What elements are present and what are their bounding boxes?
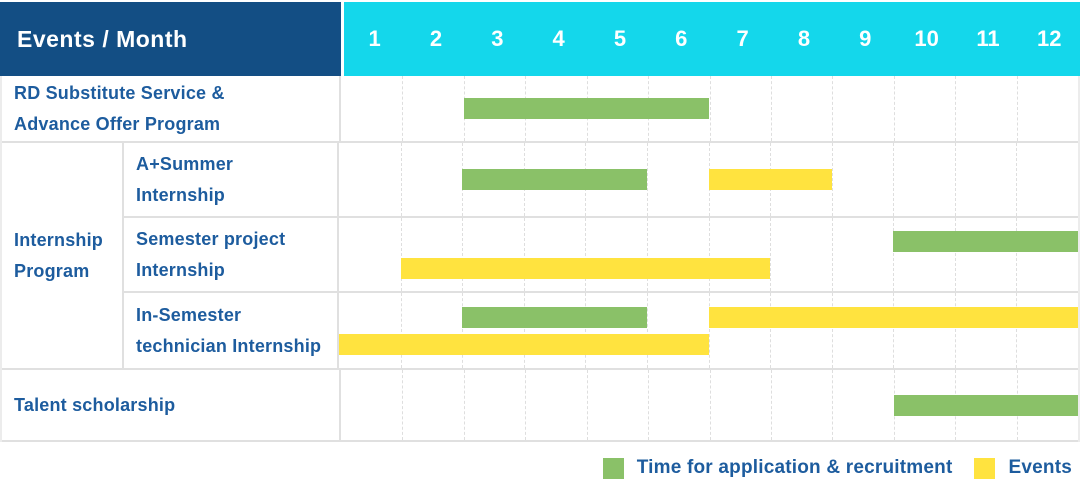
row-group-internship-program: Internship Program A+Summer Internship Sem… (2, 143, 1078, 370)
month-gridline (402, 370, 404, 440)
gantt-bar-application (893, 394, 1078, 416)
month-gridline (770, 218, 772, 291)
row-label: RD Substitute Service & Advance Offer Pr… (2, 76, 341, 141)
row-label: Talent scholarship (2, 370, 341, 440)
events-month-header-cell: Events / Month (0, 2, 341, 76)
month-label: 8 (797, 26, 811, 51)
group-label: Internship Program (2, 143, 124, 368)
gantt-bar-events (339, 333, 709, 355)
month-gridline (586, 370, 588, 440)
legend-label: Time for application & recruitment (636, 457, 953, 478)
legend-swatch-yellow (974, 457, 996, 479)
month-gridline (954, 143, 956, 216)
gantt-chart-area (339, 218, 1078, 291)
legend-item-application: Time for application & recruitment (602, 457, 953, 479)
month-gridline (523, 218, 525, 291)
month-label: 6 (675, 26, 688, 51)
gantt-row: Talent scholarship (2, 370, 1078, 442)
month-gridline (1016, 143, 1018, 216)
month-label: 3 (491, 26, 504, 51)
month-gridline (770, 370, 772, 440)
group-rows: A+Summer Internship Semester project Inte… (124, 143, 1078, 368)
month-gridline (402, 76, 404, 141)
month-gridline (1016, 293, 1018, 368)
month-label: 11 (976, 26, 1000, 51)
month-gridline (832, 76, 834, 141)
gantt-bar-application (893, 230, 1078, 252)
month-gridline (770, 293, 772, 368)
month-gridline (832, 370, 834, 440)
gantt-row: Semester project Internship (124, 218, 1078, 293)
month-gridline (585, 293, 587, 368)
month-gridline (462, 293, 464, 368)
month-gridline (893, 293, 895, 368)
gantt-bar-events (708, 306, 1078, 328)
month-gridline (831, 293, 833, 368)
table-header: Events / Month 1 2 3 4 5 6 7 8 9 10 11 12 (0, 2, 1080, 76)
gantt-chart-area (339, 143, 1078, 216)
month-label: 9 (859, 26, 872, 51)
legend-item-events: Events (974, 457, 1072, 479)
row-label: A+Summer Internship (124, 143, 339, 216)
month-gridline (893, 218, 895, 291)
month-gridline (954, 293, 956, 368)
gantt-bar-events (400, 257, 771, 279)
month-gridline (709, 370, 711, 440)
month-label: 2 (429, 26, 443, 51)
month-label: 7 (736, 26, 749, 51)
gantt-bar-events (708, 169, 832, 190)
gantt-row: RD Substitute Service & Advance Offer Pr… (2, 76, 1078, 143)
gantt-bar-application (462, 306, 647, 328)
month-gridline (585, 218, 587, 291)
row-label: Semester project Internship (124, 218, 339, 291)
chart-legend: Time for application & recruitment Events (0, 442, 1080, 494)
month-gridline (708, 293, 710, 368)
gantt-row: In-Semester technician Internship (124, 293, 1078, 368)
month-gridline (525, 370, 527, 440)
month-gridline (709, 76, 711, 141)
month-label: 12 (1037, 26, 1062, 51)
month-gridline (648, 370, 650, 440)
month-label: 4 (552, 26, 565, 51)
month-gridline (463, 370, 465, 440)
month-gridline (893, 76, 895, 141)
legend-label: Events (1008, 457, 1072, 478)
month-gridline (523, 293, 525, 368)
month-gridline (831, 218, 833, 291)
month-gridline (955, 76, 957, 141)
month-gridline (1016, 218, 1018, 291)
gantt-chart-area (341, 370, 1078, 440)
month-gridline (831, 143, 833, 216)
month-label: 5 (613, 26, 627, 51)
month-gridline (400, 143, 402, 216)
gantt-chart-area (341, 76, 1078, 141)
row-label: In-Semester technician Internship (124, 293, 339, 368)
gantt-bar-application (463, 98, 710, 119)
month-gridline (646, 218, 648, 291)
month-gridline (770, 76, 772, 141)
legend-swatch-green (602, 457, 624, 479)
month-gridline (400, 218, 402, 291)
month-gridline (646, 293, 648, 368)
gantt-chart-area (339, 293, 1078, 368)
month-gridline (400, 293, 402, 368)
month-gridline (708, 218, 710, 291)
month-gridline (954, 218, 956, 291)
month-gridline (646, 143, 648, 216)
month-label: 10 (914, 26, 939, 51)
month-label: 1 (368, 26, 381, 51)
month-header-strip: 1 2 3 4 5 6 7 8 9 10 11 12 (344, 2, 1080, 76)
month-gridline (1016, 76, 1018, 141)
month-gridline (893, 143, 895, 216)
month-gridline (462, 218, 464, 291)
gantt-row: A+Summer Internship (124, 143, 1078, 218)
gantt-bar-application (462, 169, 647, 190)
gantt-table-body: RD Substitute Service & Advance Offer Pr… (0, 76, 1080, 442)
